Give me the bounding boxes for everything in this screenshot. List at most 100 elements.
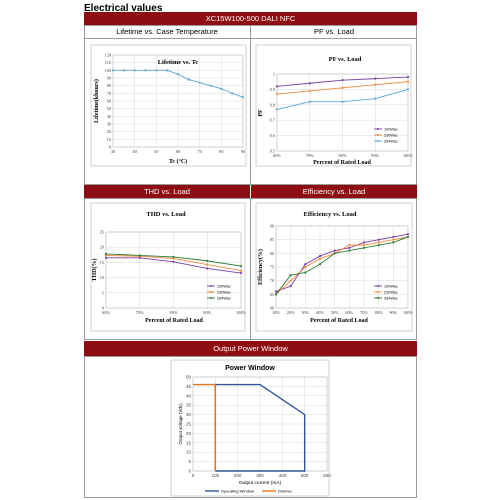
lifetime-y-axis-label: Lifetime(khours): [93, 79, 100, 123]
lifetime-data-point: [111, 69, 115, 72]
power_window-y-tick-label: 30: [186, 412, 192, 417]
pf-y-tick-label: 0.6: [270, 133, 276, 138]
thd-series-1: [104, 254, 243, 272]
pf-y-axis-label: PF: [258, 109, 264, 117]
pf-data-point: [406, 88, 410, 91]
pf-data-point: [275, 92, 279, 96]
thd-legend-marker: [210, 285, 212, 287]
thd-x-tick-label: 100%: [236, 310, 246, 315]
thd-chart: 0 5 10 15 20 25 60% 70% 80% 90% 100% THD vs. Load Pe…: [90, 202, 246, 332]
efficiency-data-point: [318, 263, 322, 266]
efficiency-legend-marker: [377, 297, 379, 299]
lifetime-x-tick-label: 90: [241, 149, 245, 154]
efficiency-legend-label: 100Wac: [384, 285, 398, 289]
efficiency-data-point: [362, 241, 366, 244]
thd-data-point: [239, 264, 243, 268]
pf-y-tick-label: 1: [273, 72, 275, 77]
pf-legend-label: 230Wac: [384, 134, 398, 138]
efficiency-legend-label: 264Wac: [384, 297, 398, 301]
efficiency-legend-marker: [377, 285, 379, 287]
pf-series-0: [275, 75, 410, 88]
lifetime-x-axis-label: Tc (°C): [169, 158, 187, 165]
pf-y-tick-label: 0.8: [270, 102, 275, 107]
top-row-divider: [250, 25, 251, 184]
efficiency-data-point: [304, 265, 307, 269]
thd-legend-marker: [210, 297, 212, 299]
power_window-series-line: [193, 383, 217, 471]
pf-x-tick-label: 60%: [273, 153, 281, 158]
pf-series-1: [275, 80, 410, 96]
pf-data-point: [341, 79, 344, 82]
power_window-y-axis-label: Output voltage (Vdc): [178, 403, 183, 445]
efficiency-data-point: [392, 238, 395, 241]
thd-legend-label: 100Wac: [217, 285, 231, 289]
efficiency-data-point: [377, 244, 380, 247]
power_window-chart-area: [170, 359, 330, 497]
pf-chart: 0.5 0.6 0.7 0.8 0.9 1 60% 70% 80% 90% 100% PF vs. L…: [255, 44, 413, 167]
efficiency-series-line: [275, 236, 409, 295]
power_window-title: Power Window: [225, 365, 275, 372]
efficiency-y-tick-label: 80: [270, 251, 274, 256]
thd-data-point: [239, 269, 243, 272]
lifetime-title: Lifetime vs. Tc: [158, 59, 199, 66]
efficiency-data-point: [333, 249, 336, 252]
lifetime-y-tick-label: 90: [107, 76, 111, 81]
thd-data-point: [104, 254, 108, 257]
lifetime-x-tick-label: 40: [133, 149, 137, 154]
thd-data-point: [172, 257, 175, 260]
pf-series-2: [275, 88, 410, 111]
lifetime-data-point: [241, 96, 245, 99]
thd-y-tick-label: 25: [100, 230, 104, 235]
thd-data-point: [172, 255, 175, 259]
thd-header-bar: THD vs. Load: [84, 185, 250, 198]
efficiency-data-point: [348, 244, 351, 247]
power_window-y-tick-label: 50: [186, 375, 192, 380]
power_window-x-tick-label: 0: [192, 473, 195, 478]
thd-title: THD vs. Load: [146, 211, 186, 218]
power_window-x-tick-label: 200: [234, 473, 242, 478]
pf-data-point: [374, 97, 377, 100]
thd-data-point: [138, 254, 141, 257]
thd-legend-marker: [210, 291, 212, 293]
efficiency-header-bar: Efficiency vs. Load: [251, 185, 417, 198]
lifetime-y-tick-label: 70: [107, 91, 111, 96]
pf-y-tick-label: 0.9: [270, 87, 275, 92]
lifetime-y-tick-label: 10: [107, 137, 111, 142]
pf-x-tick-label: 80%: [339, 153, 347, 158]
page-title: Electrical values: [84, 3, 163, 14]
pf-y-tick-label: 0.7: [270, 118, 276, 123]
efficiency-y-tick-label: 70: [270, 278, 274, 283]
pf-data-point: [275, 85, 279, 88]
lifetime-data-point: [220, 87, 223, 90]
lifetime-header: Lifetime vs. Case Temperature: [116, 27, 218, 36]
lifetime-data-point: [198, 81, 201, 84]
thd-data-point: [104, 256, 108, 259]
power_window-y-tick-label: 5: [188, 459, 191, 464]
efficiency-y-tick-label: 85: [270, 237, 274, 242]
power_window-legend-label: Operating Window: [221, 489, 254, 494]
pf-legend-marker: [377, 134, 379, 136]
thd-series-0: [104, 256, 243, 275]
efficiency-data-point: [406, 233, 410, 236]
lifetime-chart-area: [90, 44, 247, 167]
pf-data-point: [308, 100, 311, 103]
power_window-series-1: [193, 383, 217, 471]
lifetime-data-point: [133, 69, 136, 72]
lifetime-y-tick-label: 110: [105, 60, 111, 65]
efficiency-data-point: [289, 285, 292, 288]
power_window-x-tick-label: 500: [301, 473, 309, 478]
efficiency-data-point: [304, 263, 307, 266]
efficiency-x-tick-label: 30%: [301, 310, 309, 315]
middle-row-divider: [250, 198, 251, 339]
power_window-y-tick-label: 45: [186, 384, 192, 389]
lifetime-chart: 0 10 20 30 40 50 60 70 80 90 100 110 120 30 40 50 60 70 80…: [90, 44, 247, 167]
power_window-y-tick-label: 35: [186, 403, 192, 408]
lifetime-data-point: [187, 78, 190, 81]
efficiency-legend-marker: [377, 291, 379, 293]
efficiency-y-tick-label: 75: [270, 265, 274, 270]
thd-x-tick-label: 80%: [170, 310, 178, 315]
lifetime-x-tick-label: 50: [154, 149, 158, 154]
thd-y-tick-label: 10: [100, 275, 104, 280]
pf-y-tick-label: 0.5: [270, 149, 275, 154]
